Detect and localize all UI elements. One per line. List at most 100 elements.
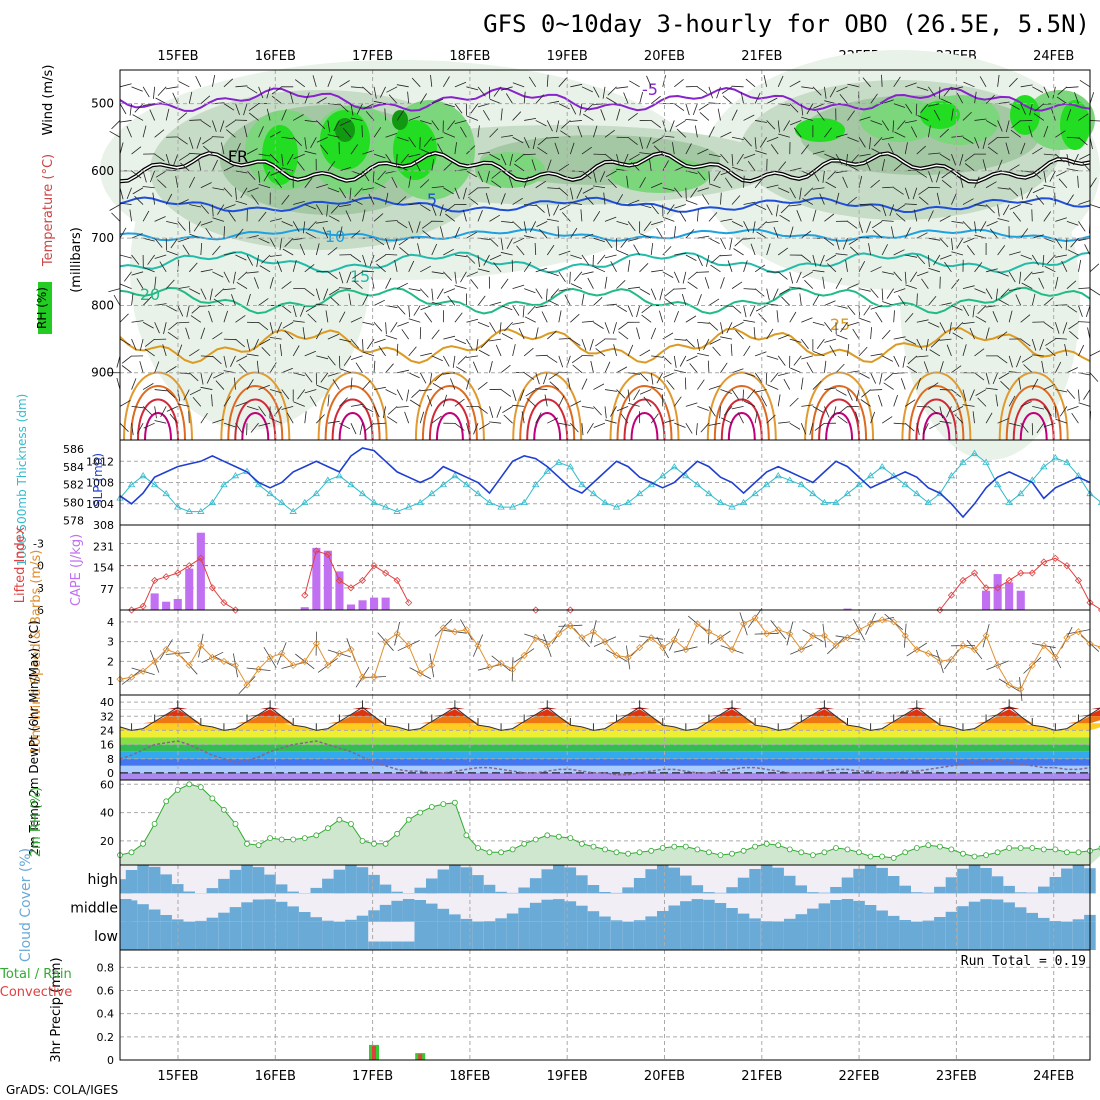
- wind-barb: [558, 271, 566, 283]
- wind-barb: [1008, 310, 1013, 323]
- wind-barb: [882, 301, 894, 306]
- wind-barb: [920, 103, 929, 114]
- wind-barb: [258, 211, 267, 222]
- wind-barb: [154, 406, 157, 419]
- wind-barb: [373, 386, 386, 390]
- cloud-cell: [749, 918, 761, 922]
- cloud-cell: [553, 899, 565, 922]
- rh2m-marker: [590, 843, 597, 850]
- wind-barb: [819, 193, 825, 205]
- wind-barb: [443, 187, 454, 195]
- wind-barb: [1083, 389, 1091, 400]
- wind-barb: [1005, 142, 1010, 155]
- wind-barb: [1031, 271, 1044, 275]
- cloud-cell: [991, 921, 1004, 950]
- wind-barb: [116, 377, 121, 390]
- li-line: [939, 557, 1100, 611]
- wind-barb: [847, 221, 858, 229]
- wind-barb: [502, 406, 513, 414]
- wind-barb: [1020, 228, 1029, 239]
- wind-barb: [123, 271, 132, 282]
- wind-barb: [263, 170, 271, 182]
- wind-barb: [535, 372, 540, 385]
- wind-barb: [627, 344, 634, 357]
- wind-barb: [954, 321, 964, 331]
- rh2m-marker: [1075, 849, 1082, 856]
- cloud-cell: [529, 878, 542, 894]
- date-label: 20FEB: [644, 49, 685, 64]
- thickness-marker: [428, 489, 436, 497]
- wind-barb: [126, 126, 132, 138]
- wind-barb: [211, 394, 213, 407]
- cloud-cell: [264, 921, 276, 950]
- wind-barb: [292, 320, 305, 323]
- wind-barb: [180, 162, 190, 172]
- cloud-cell: [206, 917, 219, 922]
- wind-barb: [466, 271, 479, 277]
- panel-frame: [119, 609, 1091, 696]
- wind-barb: [385, 335, 398, 340]
- wind-barb: [662, 75, 666, 87]
- wind-barb: [699, 112, 710, 121]
- cape-bar: [346, 604, 355, 610]
- wind-barb: [312, 75, 317, 87]
- wind-barb: [477, 103, 490, 108]
- wind-barb: [246, 170, 256, 180]
- wind-barb: [627, 199, 640, 205]
- thickness-marker: [266, 489, 274, 497]
- wind-barb: [377, 170, 386, 181]
- wind-barb: [512, 136, 524, 144]
- wind-barb: [160, 406, 167, 418]
- wind-barb: [454, 422, 465, 431]
- wind-barb: [882, 99, 894, 105]
- wind-barb: [1033, 113, 1045, 121]
- wind-barb: [962, 305, 970, 317]
- li-tick-label: 3: [37, 582, 44, 595]
- wind-barb: [258, 86, 264, 99]
- cloud-cell: [737, 921, 750, 950]
- wind-barb: [408, 221, 414, 233]
- wind-barb: [977, 305, 987, 315]
- wind-barb: [620, 413, 629, 424]
- wind-barb: [904, 103, 913, 114]
- wind-barb: [835, 170, 848, 174]
- precip-conv-bar: [418, 1054, 423, 1060]
- boundary-isotherm: [616, 385, 673, 441]
- wind-barb: [639, 177, 646, 188]
- wind-barb: [845, 259, 848, 272]
- wind-barb: [627, 259, 631, 272]
- cloud-cell: [841, 899, 854, 922]
- wind-barb: [1055, 361, 1062, 373]
- cloud-cell: [610, 892, 623, 894]
- cloud-cell: [864, 865, 877, 894]
- wind-barb: [974, 288, 986, 294]
- wind-barb: [397, 165, 409, 172]
- wind-barb: [586, 422, 594, 434]
- wind-barb: [743, 201, 756, 205]
- rh2m-marker: [151, 821, 158, 827]
- wind-barb: [452, 355, 456, 368]
- wind-barb: [861, 389, 871, 398]
- thickness-marker: [277, 498, 286, 506]
- wind-barb: [243, 125, 248, 138]
- wind-barb: [157, 86, 167, 96]
- thickness-marker: [174, 503, 182, 510]
- li-marker: [532, 606, 540, 614]
- wind-barb: [933, 254, 941, 266]
- wind-barb: [270, 389, 282, 394]
- wind-marker: [278, 649, 286, 658]
- wind-barb: [789, 103, 799, 113]
- rh2m-marker: [475, 845, 481, 851]
- wind-barb: [294, 79, 306, 88]
- wind-barb: [593, 210, 601, 222]
- wind-barb: [812, 209, 817, 222]
- wind-barb: [916, 293, 918, 306]
- wind-barb: [513, 237, 525, 244]
- wind-barb: [1066, 280, 1077, 289]
- wind-barb: [189, 288, 201, 295]
- thickness-marker: [416, 498, 424, 506]
- cape-tick-label: 154: [93, 562, 114, 575]
- wind-marker: [959, 642, 967, 650]
- wind-barb: [801, 230, 812, 239]
- rh2m-marker: [521, 840, 528, 847]
